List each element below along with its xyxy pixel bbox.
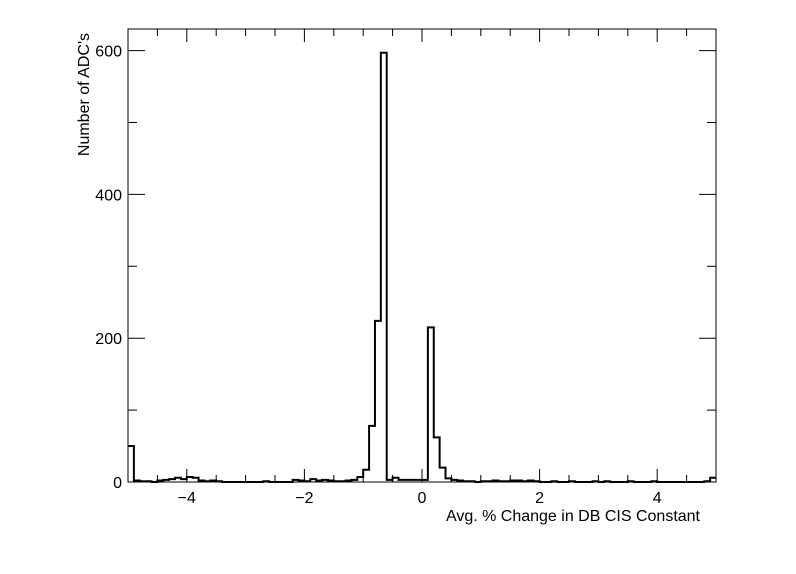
y-axis-ticks bbox=[128, 50, 716, 483]
x-axis-tick-labels: −4 −2 0 2 4 bbox=[178, 490, 662, 507]
x-tick-label: 0 bbox=[418, 490, 427, 507]
y-tick-label: 0 bbox=[113, 475, 122, 492]
x-tick-label: 2 bbox=[535, 490, 544, 507]
histogram-bars bbox=[128, 53, 716, 482]
y-tick-label: 600 bbox=[95, 44, 122, 61]
y-axis-tick-labels: 0 200 400 600 bbox=[95, 44, 122, 492]
x-tick-label: −2 bbox=[295, 490, 313, 507]
y-tick-label: 400 bbox=[95, 187, 122, 204]
x-tick-label: −4 bbox=[178, 490, 196, 507]
y-axis-title: Number of ADC's bbox=[76, 33, 93, 156]
x-tick-label: 4 bbox=[653, 490, 662, 507]
x-axis-ticks bbox=[127, 29, 717, 482]
histogram-outline bbox=[128, 51, 716, 483]
y-tick-label: 200 bbox=[95, 331, 122, 348]
plot-frame bbox=[127, 28, 717, 483]
x-axis-title: Avg. % Change in DB CIS Constant bbox=[446, 508, 701, 525]
